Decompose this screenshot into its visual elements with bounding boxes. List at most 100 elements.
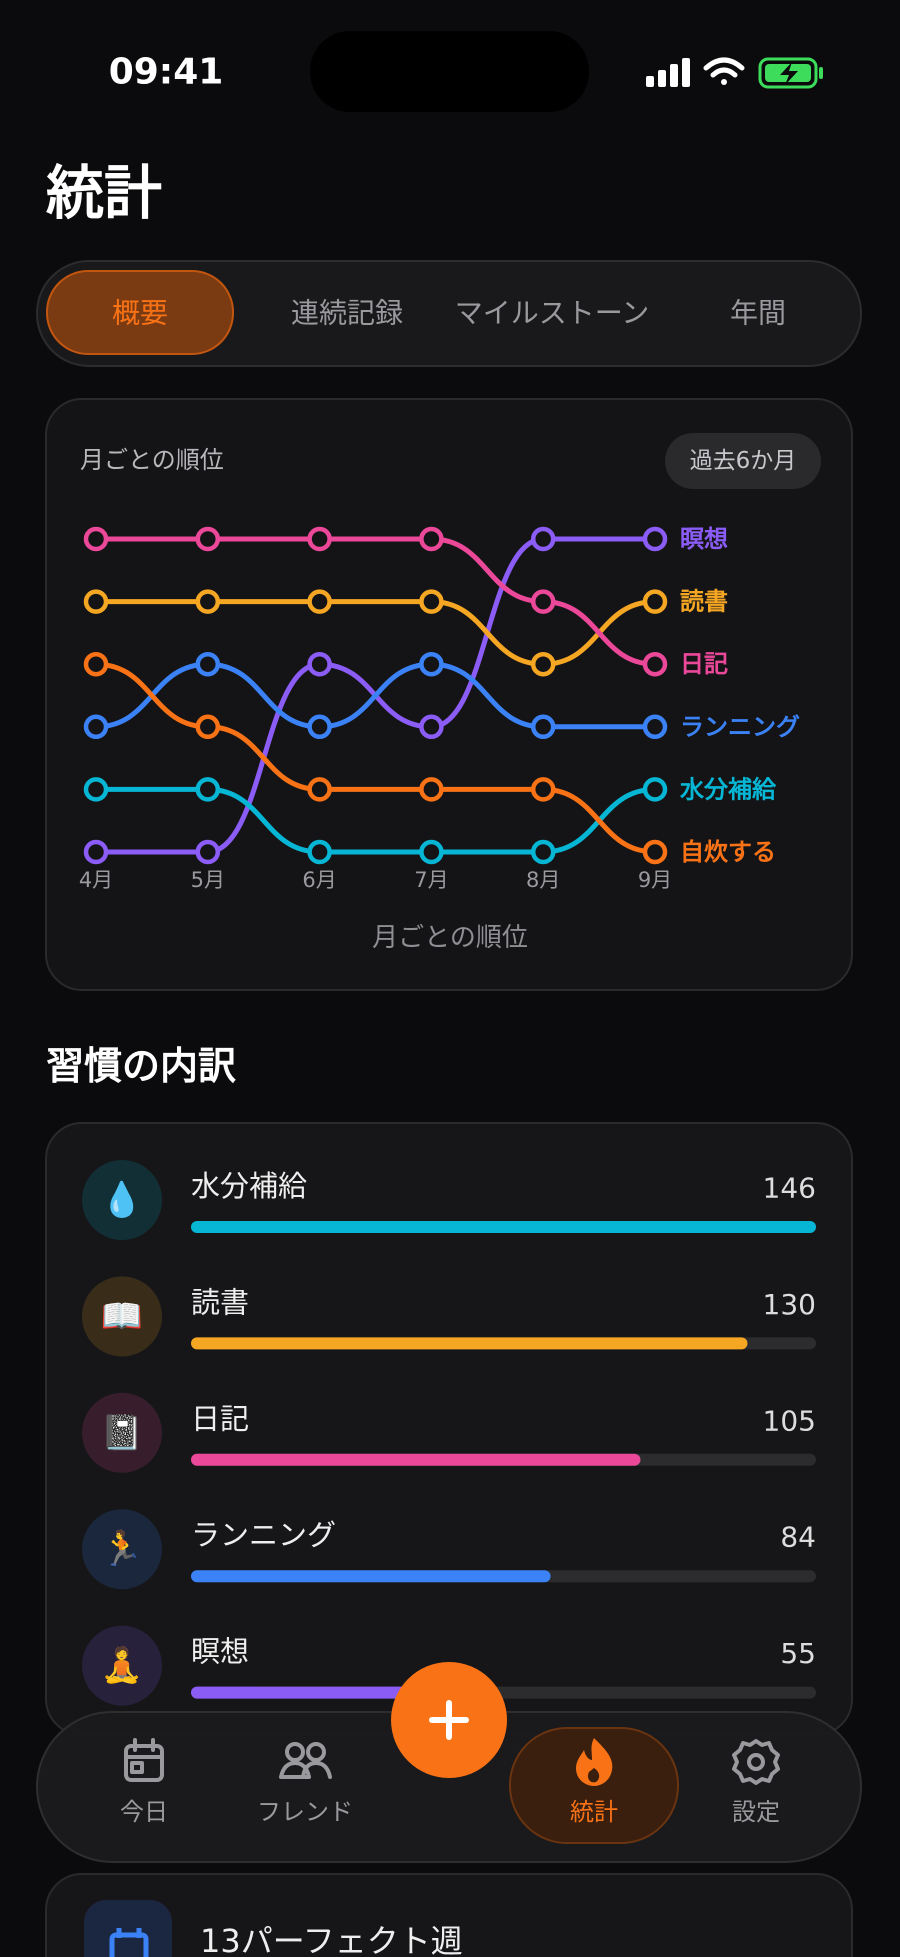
habit-count: 55 bbox=[780, 1637, 816, 1670]
friends-icon bbox=[279, 1742, 332, 1779]
x-tick-label: 7月 bbox=[414, 868, 448, 892]
rank-point bbox=[419, 526, 444, 552]
period-badge[interactable] bbox=[665, 433, 821, 489]
habit-list: 💧 水分補給 146 📖 読書 130 📓 日記 105 🏃 ランニング 84 🧘 瞑想 55 bbox=[82, 1160, 816, 1706]
rank-point bbox=[642, 714, 668, 740]
rank-point bbox=[195, 777, 221, 802]
rank-point bbox=[642, 839, 668, 865]
habit-icon-bg bbox=[82, 1509, 162, 1590]
habit-icon-bg bbox=[82, 1160, 162, 1240]
habit-name: 瞑想 bbox=[191, 1635, 249, 1669]
rank-point bbox=[530, 777, 556, 802]
rank-point bbox=[419, 839, 444, 865]
rank-point bbox=[195, 589, 221, 614]
tab-label[interactable]: マイルストーン bbox=[455, 297, 650, 330]
rank-point bbox=[419, 651, 444, 677]
rank-point bbox=[530, 589, 556, 614]
tab-bar bbox=[36, 260, 862, 367]
rank-point bbox=[195, 526, 221, 552]
nav-label[interactable]: 今日 bbox=[120, 1798, 168, 1826]
rank-point bbox=[307, 526, 332, 552]
rank-point bbox=[83, 526, 109, 552]
nav-icons bbox=[124, 1738, 780, 1786]
habit-icon-bg bbox=[82, 1392, 162, 1473]
dynamic-island bbox=[310, 31, 589, 112]
rank-line bbox=[93, 661, 658, 855]
habit-icon: 📓 bbox=[101, 1413, 143, 1453]
rank-point bbox=[195, 839, 221, 865]
period-label[interactable]: 過去6か月 bbox=[690, 448, 797, 474]
achievement-card bbox=[45, 1873, 853, 1957]
x-tick-label: 9月 bbox=[638, 868, 672, 892]
nav-label[interactable]: フレンド bbox=[257, 1798, 353, 1826]
habit-icon: 💧 bbox=[101, 1180, 143, 1220]
series-label: 自炊する bbox=[680, 838, 776, 866]
rank-point bbox=[530, 526, 556, 552]
rank-point bbox=[83, 839, 109, 865]
section-title: 習慣の内訳 bbox=[46, 1044, 236, 1088]
signal-icon bbox=[646, 58, 690, 87]
habit-bar bbox=[191, 1453, 641, 1466]
habit-count: 105 bbox=[763, 1404, 816, 1437]
rank-point bbox=[307, 651, 332, 677]
nav-label[interactable]: 設定 bbox=[732, 1798, 780, 1826]
habit-bar bbox=[191, 1337, 748, 1350]
rank-point bbox=[195, 651, 221, 677]
rank-point bbox=[307, 777, 332, 802]
habit-count: 84 bbox=[780, 1521, 816, 1554]
rank-point bbox=[530, 714, 556, 740]
battery-icon bbox=[758, 57, 823, 89]
tab-active-pill[interactable] bbox=[46, 270, 234, 355]
status-time: 09:41 bbox=[109, 52, 224, 93]
rank-point bbox=[83, 714, 109, 740]
habit-icon-bg bbox=[82, 1625, 162, 1706]
series-label: 瞑想 bbox=[680, 525, 728, 553]
habit-count: 146 bbox=[763, 1172, 816, 1205]
rank-point bbox=[530, 839, 556, 865]
add-icon[interactable] bbox=[429, 1700, 469, 1740]
habit-icon: 🏃 bbox=[101, 1529, 143, 1569]
rank-point bbox=[307, 839, 332, 865]
series-label: ランニング bbox=[680, 713, 800, 741]
rank-point bbox=[83, 589, 109, 614]
habit-name: 水分補給 bbox=[191, 1169, 307, 1203]
tab-label[interactable]: 年間 bbox=[730, 297, 786, 330]
x-tick-label: 4月 bbox=[79, 868, 113, 892]
series-label: 水分補給 bbox=[679, 775, 777, 803]
achievement-icon-bg bbox=[84, 1900, 172, 1957]
x-tick-label: 8月 bbox=[526, 868, 560, 892]
page-title: 統計 bbox=[46, 159, 162, 227]
rank-point bbox=[307, 714, 332, 740]
habit-name: ランニング bbox=[191, 1518, 336, 1552]
tab-label[interactable]: 連続記録 bbox=[291, 297, 403, 330]
rank-point bbox=[83, 651, 109, 677]
flame-icon bbox=[576, 1738, 613, 1786]
nav-label[interactable]: 統計 bbox=[570, 1798, 618, 1826]
tab-label[interactable]: 概要 bbox=[112, 297, 168, 330]
settings-icon bbox=[732, 1739, 780, 1785]
habit-name: 日記 bbox=[191, 1402, 249, 1436]
series-label: 日記 bbox=[680, 650, 728, 678]
rank-point bbox=[642, 651, 668, 677]
habit-icon: 🧘 bbox=[101, 1646, 143, 1686]
rank-point bbox=[83, 777, 109, 802]
rank-point bbox=[307, 589, 332, 614]
habit-bar bbox=[191, 1570, 551, 1583]
rank-point bbox=[642, 589, 668, 614]
rank-point bbox=[419, 777, 444, 802]
wifi-icon bbox=[703, 57, 745, 85]
habit-name: 読書 bbox=[191, 1285, 249, 1319]
x-tick-label: 5月 bbox=[191, 868, 225, 892]
rank-point bbox=[642, 526, 668, 552]
habit-icon: 📖 bbox=[101, 1296, 143, 1336]
x-axis-label: 月ごとの順位 bbox=[372, 923, 528, 953]
habit-icon-bg bbox=[82, 1276, 162, 1357]
rank-point bbox=[530, 651, 556, 677]
rank-point bbox=[642, 777, 668, 802]
achievement-icon bbox=[109, 1928, 149, 1957]
tabs: 概要 連続記録 マイルストーン 年間 bbox=[46, 270, 786, 355]
chart-title: 月ごとの順位 bbox=[80, 446, 224, 474]
series-label: 読書 bbox=[680, 588, 728, 616]
